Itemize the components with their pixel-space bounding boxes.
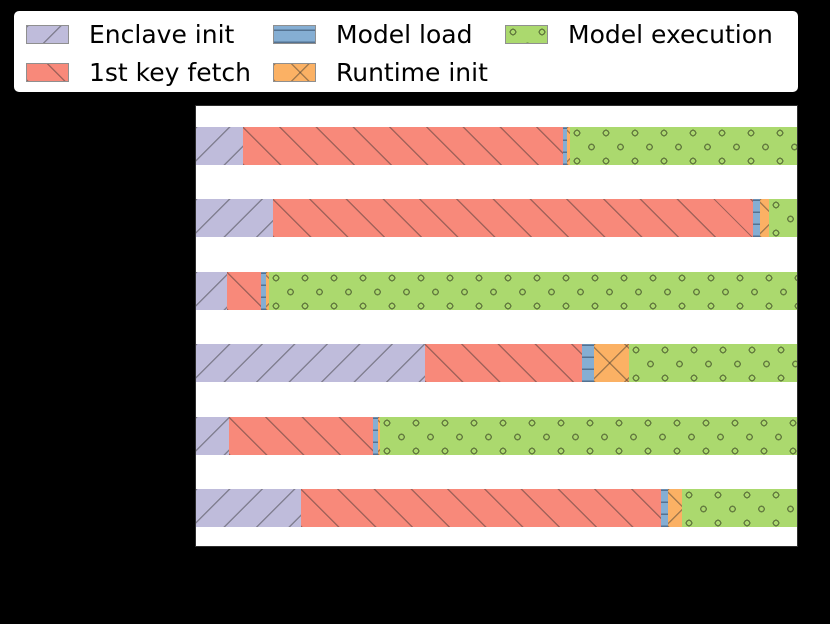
legend-entry: Enclave init	[26, 19, 235, 49]
bar-segment	[226, 271, 262, 310]
bar-segment	[379, 416, 797, 455]
bar-row	[196, 489, 797, 527]
bar-segment	[668, 489, 683, 527]
bar-segment	[424, 344, 583, 382]
chart-legend: Enclave init 1st key fetch Model load Runti…	[12, 9, 800, 94]
bar-row	[196, 199, 797, 237]
bar-segment	[760, 199, 770, 237]
bar-segment	[373, 416, 379, 455]
legend-swatch-icon	[273, 24, 316, 44]
bar-segment	[196, 199, 273, 237]
bar-segment	[196, 416, 230, 455]
bar-segment	[562, 126, 567, 165]
bar-segment	[261, 271, 266, 310]
bar-segment	[629, 344, 797, 382]
bar-row	[196, 271, 797, 310]
bar-segment	[769, 199, 797, 237]
bar-segment	[569, 126, 797, 165]
plot-area	[195, 105, 798, 547]
bar-segment	[582, 344, 595, 382]
legend-swatch-icon	[26, 24, 69, 44]
bar-segment	[196, 271, 227, 310]
bar-segment	[660, 489, 669, 527]
legend-label: Enclave init	[89, 19, 235, 49]
bar-segment	[265, 271, 269, 310]
bar-segment	[196, 344, 425, 382]
bar-segment	[272, 199, 753, 237]
legend-swatch-icon	[273, 62, 316, 82]
bar-segment	[300, 489, 661, 527]
bar-segment	[682, 489, 797, 527]
bar-row	[196, 416, 797, 455]
bar-segment	[229, 416, 374, 455]
legend-label: Model execution	[568, 19, 773, 49]
bar-segment	[196, 489, 301, 527]
legend-entry: Model execution	[505, 19, 773, 49]
bar-segment	[196, 126, 243, 165]
bar-segment	[242, 126, 563, 165]
legend-label: Runtime init	[336, 57, 488, 87]
bar-segment	[378, 416, 380, 455]
bar-row	[196, 344, 797, 382]
bar-segment	[566, 126, 570, 165]
bar-segment	[268, 271, 797, 310]
bar-row	[196, 126, 797, 165]
legend-entry: 1st key fetch	[26, 57, 251, 87]
legend-entry: Runtime init	[273, 57, 488, 87]
bar-segment	[594, 344, 630, 382]
legend-label: Model load	[336, 19, 473, 49]
legend-label: 1st key fetch	[89, 57, 251, 87]
bar-segment	[752, 199, 761, 237]
legend-entry: Model load	[273, 19, 473, 49]
legend-swatch-icon	[26, 62, 69, 82]
legend-swatch-icon	[505, 24, 548, 44]
